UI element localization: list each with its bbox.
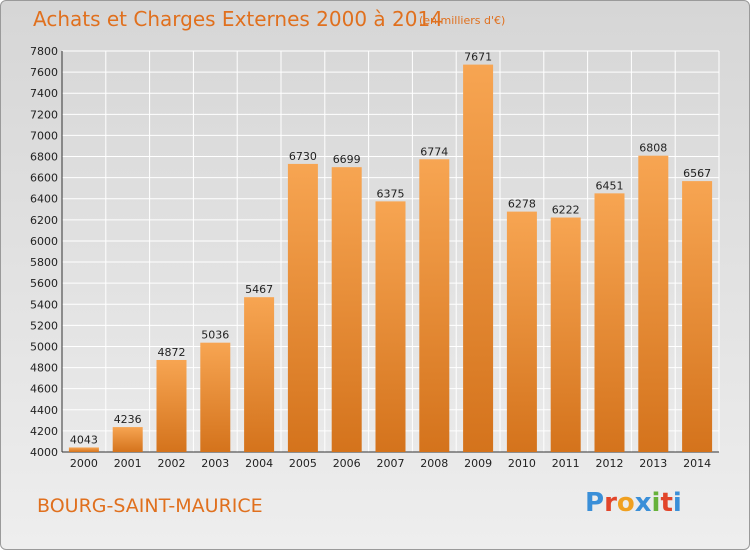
proxiti-logo: Proxiti — [585, 488, 682, 518]
y-tick-label: 4600 — [30, 383, 58, 396]
bar-2006 — [331, 167, 362, 452]
bar-2014 — [682, 181, 713, 452]
bar-2012 — [594, 193, 625, 453]
y-tick-label: 6000 — [30, 235, 58, 248]
x-tick-label-2009: 2009 — [464, 457, 492, 470]
y-tick-label: 5200 — [30, 319, 58, 332]
x-tick-label-2010: 2010 — [508, 457, 536, 470]
bar-2002 — [156, 359, 187, 452]
x-tick-label-2008: 2008 — [420, 457, 448, 470]
data-label-2011: 6222 — [552, 204, 580, 217]
x-tick-label-2002: 2002 — [158, 457, 186, 470]
x-tick-label-2011: 2011 — [552, 457, 580, 470]
data-label-2003: 5036 — [201, 329, 229, 342]
x-tick-label-2003: 2003 — [201, 457, 229, 470]
bar-2005 — [287, 163, 318, 453]
data-label-2005: 6730 — [289, 150, 317, 163]
data-label-2004: 5467 — [245, 283, 273, 296]
bar-2011 — [550, 217, 581, 452]
labels: 4000 4200 4400 4600 4800 5000 5200 5400 5600 5800… — [30, 45, 711, 470]
y-tick-label: 7400 — [30, 87, 58, 100]
data-label-2002: 4872 — [158, 346, 186, 359]
data-label-2012: 6451 — [596, 179, 624, 192]
y-tick-label: 7000 — [30, 129, 58, 142]
x-tick-label-2000: 2000 — [70, 457, 98, 470]
x-tick-label-2007: 2007 — [377, 457, 405, 470]
y-tick-label: 7200 — [30, 108, 58, 121]
x-tick-label-2004: 2004 — [245, 457, 273, 470]
data-label-2000: 4043 — [70, 433, 98, 446]
y-tick-label: 5400 — [30, 298, 58, 311]
bar-2008 — [419, 159, 450, 452]
data-label-2006: 6699 — [333, 153, 361, 166]
x-tick-label-2006: 2006 — [333, 457, 361, 470]
data-label-2008: 6774 — [420, 145, 448, 158]
chart-title: Achats et Charges Externes 2000 à 2014 — [33, 7, 443, 31]
data-label-2007: 6375 — [377, 187, 405, 200]
y-tick-label: 4000 — [30, 446, 58, 459]
y-tick-label: 5600 — [30, 277, 58, 290]
bar-2007 — [375, 201, 406, 452]
bar-2004 — [244, 297, 275, 452]
y-tick-label: 6400 — [30, 193, 58, 206]
y-tick-label: 7600 — [30, 66, 58, 79]
y-tick-label: 6200 — [30, 214, 58, 227]
bar-2003 — [200, 342, 231, 452]
bar-2001 — [112, 427, 143, 452]
y-tick-label: 6600 — [30, 172, 58, 185]
bar-2000 — [68, 447, 99, 452]
x-tick-label-2012: 2012 — [596, 457, 624, 470]
x-tick-label-2014: 2014 — [683, 457, 711, 470]
bar-2010 — [506, 211, 537, 452]
data-label-2009: 7671 — [464, 51, 492, 64]
x-tick-label-2005: 2005 — [289, 457, 317, 470]
bar-2013 — [638, 155, 669, 452]
data-label-2001: 4236 — [114, 413, 142, 426]
data-label-2013: 6808 — [639, 142, 667, 155]
bar-2009 — [463, 64, 494, 452]
bars — [68, 64, 713, 453]
y-tick-label: 5000 — [30, 340, 58, 353]
x-tick-label-2001: 2001 — [114, 457, 142, 470]
x-tick-label-2013: 2013 — [639, 457, 667, 470]
place-name: BOURG-SAINT-MAURICE — [37, 495, 263, 517]
y-tick-label: 7800 — [30, 45, 58, 58]
chart-subtitle: (en milliers d'€) — [419, 14, 506, 27]
y-tick-label: 4400 — [30, 404, 58, 417]
y-tick-label: 5800 — [30, 256, 58, 269]
y-tick-label: 4800 — [30, 362, 58, 375]
y-tick-label: 4200 — [30, 425, 58, 438]
data-label-2010: 6278 — [508, 198, 536, 211]
y-tick-label: 6800 — [30, 151, 58, 164]
data-label-2014: 6567 — [683, 167, 711, 180]
